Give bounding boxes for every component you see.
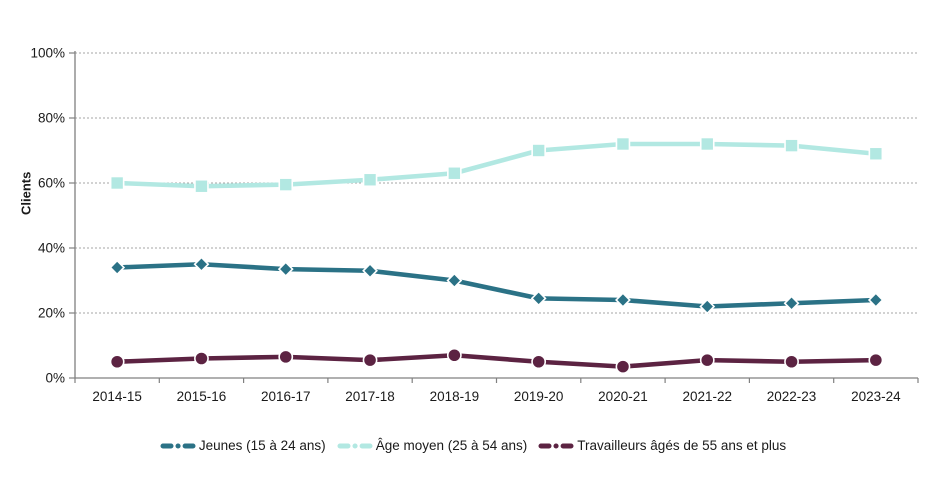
data-point-diamond bbox=[277, 261, 294, 278]
data-point-square bbox=[109, 175, 125, 191]
series-line bbox=[114, 261, 879, 309]
x-tick-label: 2014-15 bbox=[92, 389, 142, 404]
data-point-diamond bbox=[530, 290, 547, 307]
data-point-square bbox=[531, 143, 546, 158]
legend-item: Âge moyen (25 à 54 ans) bbox=[337, 438, 528, 453]
x-tick-label: 2019-20 bbox=[514, 389, 564, 404]
legend-item: Travailleurs âgés de 55 ans et plus bbox=[538, 438, 786, 453]
data-point-diamond bbox=[699, 298, 716, 315]
data-point-diamond bbox=[783, 295, 800, 312]
data-point-diamond bbox=[615, 292, 631, 308]
y-axis-title: Clients bbox=[18, 171, 34, 215]
data-point-diamond bbox=[446, 272, 463, 289]
y-tick-label: 80% bbox=[38, 111, 65, 126]
data-point-diamond bbox=[109, 259, 126, 276]
data-point-square bbox=[615, 136, 631, 152]
data-point-circle bbox=[531, 354, 547, 370]
data-point-square bbox=[278, 177, 294, 192]
legend-key-line bbox=[160, 443, 196, 448]
data-point-circle bbox=[699, 352, 715, 368]
x-tick-label: 2017-18 bbox=[345, 389, 395, 404]
y-tick-label: 100% bbox=[30, 46, 65, 61]
data-point-square bbox=[194, 178, 209, 194]
data-point-square bbox=[699, 136, 715, 152]
data-point-diamond bbox=[193, 256, 210, 273]
x-tick-label: 2016-17 bbox=[261, 389, 311, 404]
data-point-diamond bbox=[362, 262, 378, 279]
legend-label: Jeunes (15 à 24 ans) bbox=[198, 438, 326, 453]
legend-item: Jeunes (15 à 24 ans) bbox=[160, 438, 326, 453]
data-point-circle bbox=[278, 349, 294, 365]
data-point-circle bbox=[615, 359, 631, 375]
legend-key-line bbox=[337, 443, 373, 448]
legend: Jeunes (15 à 24 ans) Âge moyen (25 à 54 a… bbox=[0, 438, 946, 453]
x-tick-label: 2018-19 bbox=[430, 389, 480, 404]
x-tick-label: 2021-22 bbox=[682, 389, 732, 404]
y-tick-label: 0% bbox=[45, 371, 65, 386]
data-point-diamond bbox=[867, 292, 884, 308]
plot-area: 0% 20% 40% 60% 80% 100% 2014-15 2015-16 2016-17 2… bbox=[30, 46, 919, 404]
data-point-circle bbox=[109, 354, 125, 370]
data-point-circle bbox=[362, 352, 378, 368]
legend-label: Travailleurs âgés de 55 ans et plus bbox=[577, 438, 787, 453]
series-line bbox=[114, 141, 879, 189]
data-point-square bbox=[362, 172, 378, 188]
x-tick-label: 2023-24 bbox=[851, 389, 901, 404]
y-tick-label: 60% bbox=[38, 176, 65, 191]
x-tick-label: 2022-23 bbox=[767, 389, 817, 404]
data-point-square bbox=[784, 138, 799, 153]
data-point-square bbox=[447, 165, 462, 181]
x-tick-label: 2015-16 bbox=[177, 389, 227, 404]
data-point-circle bbox=[194, 351, 209, 366]
x-tick-label: 2020-21 bbox=[598, 389, 648, 404]
y-tick-label: 20% bbox=[38, 306, 65, 321]
series-line bbox=[114, 352, 879, 369]
data-point-circle bbox=[784, 354, 799, 370]
data-point-circle bbox=[446, 347, 462, 363]
legend-label: Âge moyen (25 à 54 ans) bbox=[375, 438, 528, 453]
legend-key-line bbox=[538, 443, 574, 448]
y-tick-label: 40% bbox=[38, 241, 65, 256]
data-point-circle bbox=[868, 352, 884, 368]
data-point-square bbox=[868, 146, 884, 162]
